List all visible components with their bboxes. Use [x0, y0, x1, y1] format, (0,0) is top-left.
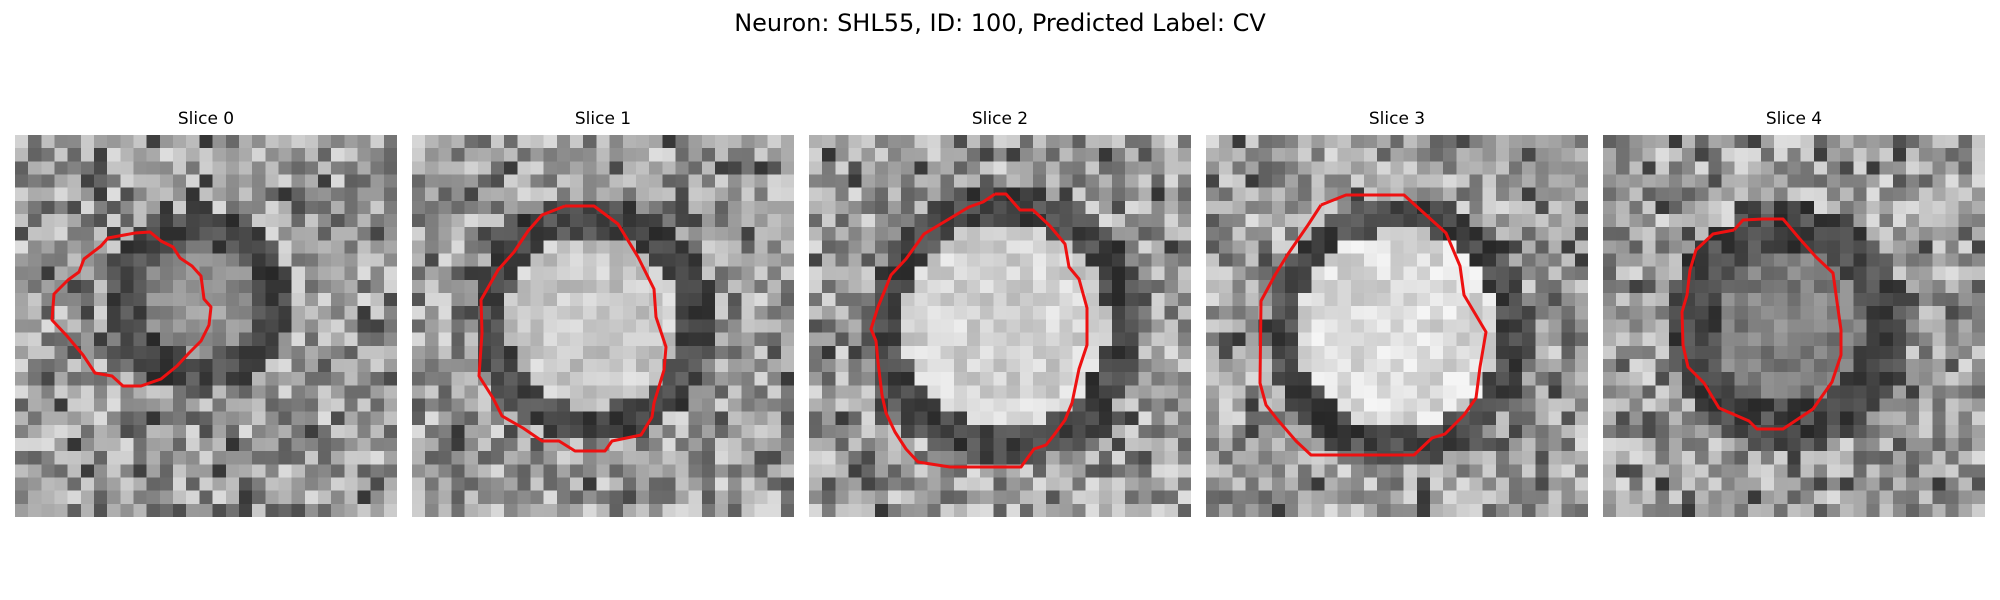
slice-panel-4: Slice 4 [1603, 108, 1985, 517]
segmentation-contour [50, 230, 213, 388]
segmentation-contour [869, 192, 1089, 469]
slice-panel-0: Slice 0 [15, 108, 397, 517]
slice-title: Slice 0 [177, 109, 235, 129]
figure-title: Neuron: SHL55, ID: 100, Predicted Label:… [734, 9, 1266, 37]
segmentation-contour [477, 204, 668, 453]
slice-title: Slice 3 [1368, 109, 1426, 129]
slice-title: Slice 4 [1765, 109, 1823, 129]
slice-image [809, 135, 1191, 517]
slice-title: Slice 1 [574, 109, 632, 129]
slice-panel-1: Slice 1 [412, 108, 794, 517]
segmentation-contour [1680, 217, 1843, 431]
slice-image [1206, 135, 1588, 517]
segmentation-contour [1258, 193, 1488, 457]
slice-image [15, 135, 397, 517]
slice-panel-2: Slice 2 [809, 108, 1191, 517]
slice-panel-3: Slice 3 [1206, 108, 1588, 517]
slice-image [1603, 135, 1985, 517]
slice-title: Slice 2 [971, 109, 1029, 129]
slice-image [412, 135, 794, 517]
